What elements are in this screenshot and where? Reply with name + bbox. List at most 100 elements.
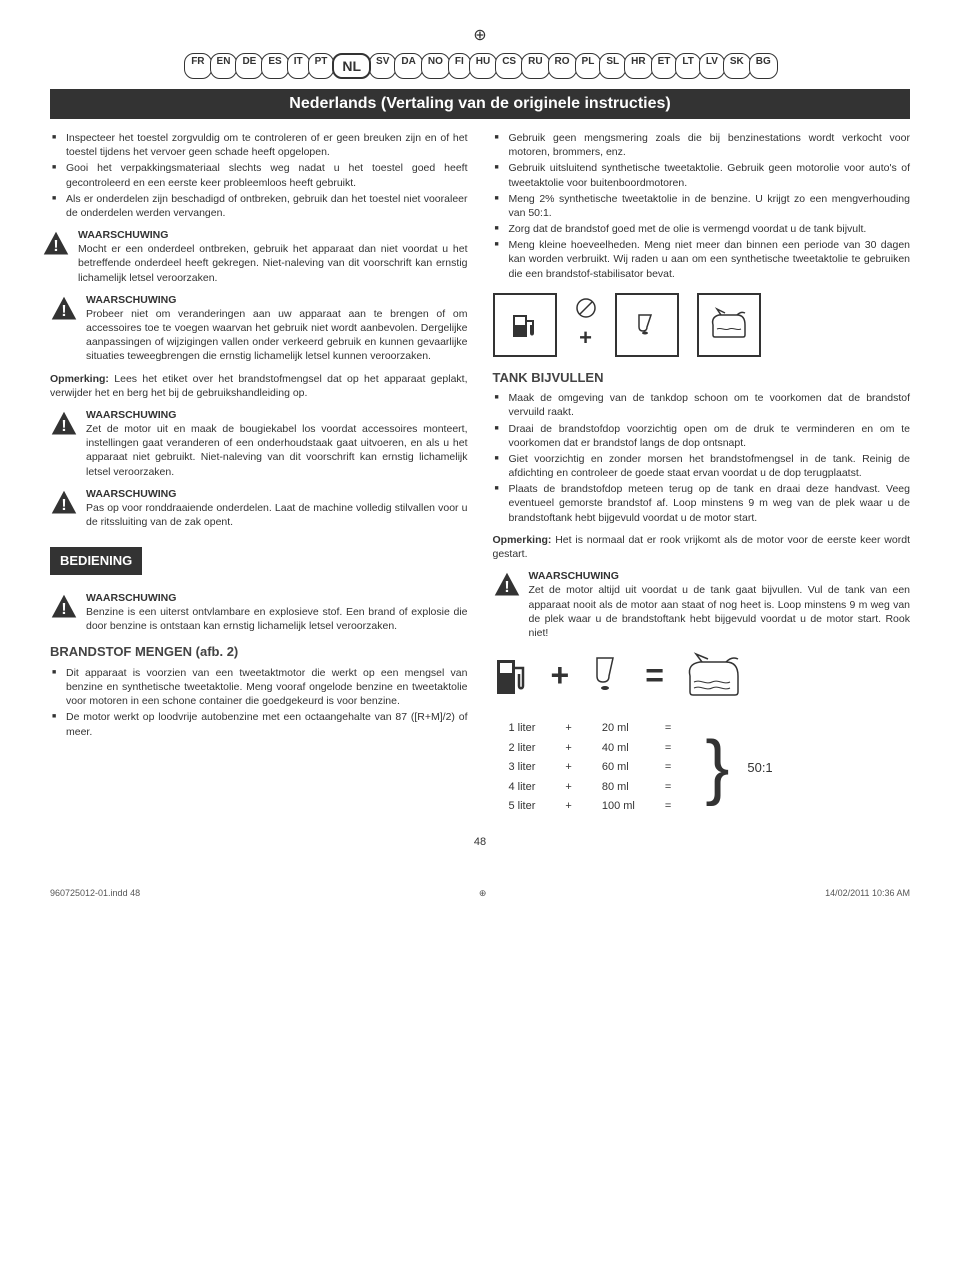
language-tab-sv: SV: [369, 53, 396, 79]
brandstof-bullet-list: Dit apparaat is voorzien van een tweetak…: [50, 666, 468, 739]
pictogram-row-2: + =: [493, 652, 911, 700]
brace-icon: }: [705, 739, 729, 797]
warning-heading: WAARSCHUWING: [86, 592, 176, 604]
language-tab-sk: SK: [723, 53, 751, 79]
language-tab-bg: BG: [749, 53, 778, 79]
note-bold: Opmerking:: [493, 534, 552, 546]
warning-body: Pas op voor ronddraaiende onderdelen. La…: [86, 502, 468, 528]
no-smoking-icon: [575, 297, 597, 319]
section-heading-bediening: BEDIENING: [50, 547, 142, 575]
warning-block-5: ! WAARSCHUWING Benzine is een uiterst on…: [50, 591, 468, 634]
warning-body: Zet de motor altijd uit voordat u de tan…: [529, 584, 911, 639]
note-block-2: Opmerking: Het is normaal dat er rook vr…: [493, 533, 911, 561]
footer-regmark: ⊕: [479, 888, 487, 899]
language-tab-pt: PT: [308, 53, 335, 79]
warning-block-2: ! WAARSCHUWING Probeer niet om veranderi…: [50, 293, 468, 364]
language-tab-no: NO: [421, 53, 450, 79]
list-item: Inspecteer het toestel zorgvuldig om te …: [66, 131, 468, 159]
note-text: Het is normaal dat er rook vrijkomt als …: [493, 534, 911, 560]
language-tab-lv: LV: [699, 53, 725, 79]
warning-heading: WAARSCHUWING: [529, 570, 619, 582]
warning-block-6: ! WAARSCHUWING Zet de motor altijd uit v…: [493, 569, 911, 640]
warning-body: Zet de motor uit en maak de bougiekabel …: [86, 423, 468, 478]
language-tab-ro: RO: [548, 53, 577, 79]
warning-block-3: ! WAARSCHUWING Zet de motor uit en maak …: [50, 408, 468, 479]
language-tab-da: DA: [394, 53, 422, 79]
svg-text:!: !: [504, 579, 509, 596]
page-title-bar: Nederlands (Vertaling van de originele i…: [50, 89, 910, 119]
list-item: Draai de brandstofdop voorzichtig open o…: [509, 422, 911, 450]
svg-text:!: !: [61, 497, 66, 514]
list-item: Gebruik geen mengsmering zoals die bij b…: [509, 131, 911, 159]
equals-symbol: =: [645, 654, 664, 697]
list-item: Als er onderdelen zijn beschadigd of ont…: [66, 192, 468, 220]
mixing-rows: 1 liter+20 ml=2 liter+40 ml=3 liter+60 m…: [493, 718, 688, 818]
fuel-pump-icon: [493, 652, 533, 700]
language-tab-fi: FI: [448, 53, 471, 79]
list-item: De motor werkt op loodvrije autobenzine …: [66, 710, 468, 738]
plus-symbol: +: [551, 654, 570, 697]
table-row: 5 liter+100 ml=: [495, 798, 686, 816]
warning-block-4: ! WAARSCHUWING Pas op voor ronddraaiende…: [50, 487, 468, 530]
language-tab-ru: RU: [521, 53, 549, 79]
language-tab-fr: FR: [184, 53, 211, 79]
language-tab-cs: CS: [495, 53, 523, 79]
table-row: 1 liter+20 ml=: [495, 720, 686, 738]
warning-icon: !: [42, 230, 70, 285]
fuel-can-icon: [697, 293, 761, 357]
oil-bottle-icon: [587, 652, 627, 700]
warning-icon: !: [50, 295, 78, 364]
table-row: 4 liter+80 ml=: [495, 779, 686, 797]
note-text: Lees het etiket over het brandstofmengse…: [50, 373, 468, 399]
list-item: Meng kleine hoeveelheden. Meng niet meer…: [509, 238, 911, 281]
warning-block-1: ! WAARSCHUWING Mocht er een onderdeel on…: [50, 228, 468, 285]
tank-bullet-list: Maak de omgeving van de tankdop schoon o…: [493, 391, 911, 525]
language-tab-en: EN: [210, 53, 238, 79]
warning-body: Benzine is een uiterst ontvlambare en ex…: [86, 606, 468, 632]
pictogram-row-1: +: [493, 293, 911, 357]
warning-icon: !: [50, 593, 78, 634]
list-item: Gooi het verpakkingsmateriaal slechts we…: [66, 161, 468, 189]
language-tab-hu: HU: [469, 53, 497, 79]
warning-heading: WAARSCHUWING: [86, 488, 176, 500]
note-block-1: Opmerking: Lees het etiket over het bran…: [50, 372, 468, 400]
list-item: Giet voorzichtig en zonder morsen het br…: [509, 452, 911, 480]
warning-body: Probeer niet om veranderingen aan uw app…: [86, 308, 468, 363]
warning-icon: !: [50, 489, 78, 530]
warning-heading: WAARSCHUWING: [78, 229, 168, 241]
plus-symbol: +: [579, 323, 592, 353]
mixing-table: 1 liter+20 ml=2 liter+40 ml=3 liter+60 m…: [493, 718, 911, 818]
language-tabs: FRENDEESITPTNLSVDANOFIHUCSRUROPLSLHRETLT…: [50, 53, 910, 79]
intro-bullet-list: Inspecteer het toestel zorgvuldig om te …: [50, 131, 468, 220]
footer-filename: 960725012-01.indd 48: [50, 888, 140, 899]
list-item: Dit apparaat is voorzien van een tweetak…: [66, 666, 468, 709]
registration-mark: ⊕: [50, 25, 910, 45]
fuel-pump-icon: [493, 293, 557, 357]
language-tab-hr: HR: [624, 53, 652, 79]
section-heading-tank: TANK BIJVULLEN: [493, 369, 911, 387]
svg-text:!: !: [53, 238, 58, 255]
list-item: Gebruik uitsluitend synthetische tweetak…: [509, 161, 911, 189]
svg-text:!: !: [61, 418, 66, 435]
language-tab-et: ET: [651, 53, 678, 79]
page-footer: 960725012-01.indd 48 ⊕ 14/02/2011 10:36 …: [50, 888, 910, 899]
note-bold: Opmerking:: [50, 373, 109, 385]
section-heading-brandstof: BRANDSTOF MENGEN (afb. 2): [50, 643, 468, 661]
svg-text:!: !: [61, 601, 66, 618]
warning-heading: WAARSCHUWING: [86, 409, 176, 421]
warning-icon: !: [493, 571, 521, 640]
warning-heading: WAARSCHUWING: [86, 294, 176, 306]
table-row: 3 liter+60 ml=: [495, 759, 686, 777]
left-column: Inspecteer het toestel zorgvuldig om te …: [50, 131, 468, 818]
language-tab-de: DE: [235, 53, 263, 79]
oil-drop-icon: [615, 293, 679, 357]
language-tab-nl: NL: [332, 53, 371, 79]
svg-text:!: !: [61, 303, 66, 320]
list-item: Maak de omgeving van de tankdop schoon o…: [509, 391, 911, 419]
right-intro-bullet-list: Gebruik geen mengsmering zoals die bij b…: [493, 131, 911, 281]
language-tab-sl: SL: [599, 53, 626, 79]
list-item: Meng 2% synthetische tweetaktolie in de …: [509, 192, 911, 220]
warning-body: Mocht er een onderdeel ontbreken, gebrui…: [78, 243, 468, 283]
list-item: Plaats de brandstofdop meteen terug op d…: [509, 482, 911, 525]
footer-timestamp: 14/02/2011 10:36 AM: [825, 888, 910, 899]
